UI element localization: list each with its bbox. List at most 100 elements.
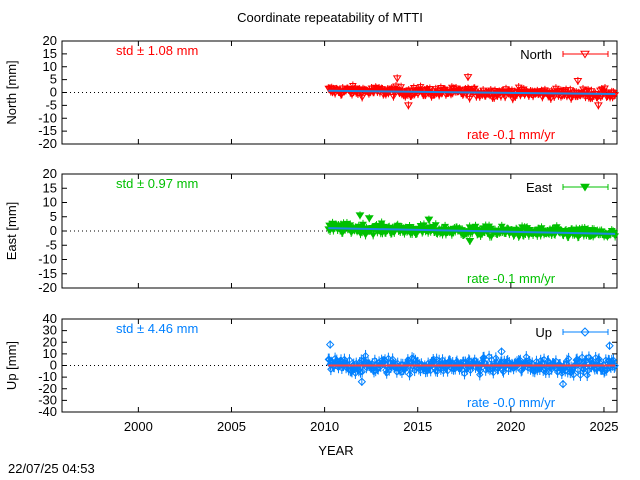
- up-data-point: [516, 356, 525, 365]
- north-outlier-point: [392, 75, 402, 83]
- up-y-tick-label: 20: [43, 334, 57, 349]
- up-data-point: [531, 367, 539, 376]
- up-y-axis-label: Up [mm]: [4, 341, 19, 390]
- up-data-point: [542, 368, 550, 376]
- north-y-tick-label: 10: [43, 59, 57, 74]
- east-data-point: [611, 233, 620, 240]
- north-outlier-point: [463, 74, 473, 82]
- x-axis-label: YEAR: [318, 443, 353, 458]
- east-y-tick-label: 15: [43, 180, 57, 195]
- north-y-tick-label: 15: [43, 46, 57, 61]
- up-rate-label: rate -0.0 mm/yr: [467, 395, 556, 410]
- up-data-point: [345, 356, 354, 364]
- north-data-point: [358, 94, 367, 101]
- up-data-point: [569, 371, 578, 379]
- up-legend-marker: [580, 327, 590, 337]
- up-data-point: [576, 371, 585, 379]
- east-data-point: [471, 223, 480, 230]
- up-data-point: [489, 368, 498, 377]
- north-y-tick-label: -15: [38, 123, 57, 138]
- east-y-tick-label: 5: [50, 209, 57, 224]
- east-data-point: [346, 222, 355, 229]
- up-data-point: [358, 368, 366, 376]
- up-data-point: [583, 371, 591, 379]
- north-data-point: [501, 94, 510, 101]
- east-data-point: [420, 222, 428, 229]
- north-outlier-point: [573, 77, 583, 86]
- north-legend-marker: [580, 50, 590, 59]
- up-data-point: [540, 355, 548, 364]
- north-trend-line: [328, 89, 616, 96]
- north-y-tick-label: 5: [50, 72, 57, 87]
- north-y-axis-label: North [mm]: [4, 60, 19, 124]
- north-y-tick-label: -10: [38, 110, 57, 125]
- up-data-point: [564, 354, 573, 363]
- up-y-tick-label: 10: [43, 346, 57, 361]
- up-data-point: [348, 367, 356, 376]
- up-data-point: [552, 357, 560, 365]
- up-data-point: [476, 370, 484, 379]
- x-tick-label: 2015: [403, 419, 432, 434]
- up-data-point: [522, 353, 531, 361]
- up-y-tick-label: -40: [38, 404, 57, 419]
- north-std-label: std ± 1.08 mm: [116, 43, 198, 58]
- up-y-tick-label: 30: [43, 323, 57, 338]
- north-data-point: [611, 92, 620, 99]
- x-axis-tick-labels: 2000 2005 2010 2015 2020 2025: [124, 419, 619, 434]
- north-data-point: [562, 87, 570, 94]
- up-data-point: [435, 356, 443, 365]
- east-data-point: [369, 232, 378, 239]
- up-outlier-point: [357, 377, 367, 386]
- north-legend-label: North: [520, 47, 552, 62]
- x-tick-label: 2020: [496, 419, 525, 434]
- up-y-tick-label: 0: [50, 358, 57, 373]
- up-std-label: std ± 4.46 mm: [116, 321, 198, 336]
- east-data-point: [359, 221, 367, 229]
- north-outlier-point: [593, 102, 603, 110]
- up-data-point: [553, 368, 562, 376]
- east-y-tick-label: -5: [45, 237, 57, 252]
- east-y-tick-label: 0: [50, 223, 57, 238]
- east-y-tick-label: 20: [43, 166, 57, 181]
- up-data-point: [381, 356, 389, 364]
- north-data-point: [601, 85, 609, 92]
- east-outlier-point: [364, 215, 374, 223]
- north-y-tick-label: 20: [43, 33, 57, 48]
- north-data-point: [490, 95, 499, 102]
- up-y-tick-label: -20: [38, 381, 57, 396]
- x-tick-label: 2025: [590, 419, 619, 434]
- up-data-point: [405, 370, 414, 379]
- up-data-point: [473, 360, 481, 368]
- x-tick-label: 2005: [217, 419, 246, 434]
- east-y-axis-label: East [mm]: [4, 202, 19, 261]
- east-outlier-point: [355, 212, 365, 220]
- up-data-point: [349, 360, 358, 369]
- up-data-point: [498, 366, 507, 374]
- up-data-point: [361, 352, 370, 360]
- up-outlier-point: [497, 347, 506, 356]
- up-outlier-point: [558, 379, 568, 389]
- east-legend-marker: [580, 183, 590, 192]
- east-y-tick-label: -15: [38, 266, 57, 281]
- up-y-tick-label: 40: [43, 311, 57, 326]
- north-outlier-point: [404, 102, 413, 110]
- up-data-point: [578, 353, 586, 361]
- up-data-point: [580, 365, 588, 373]
- east-outlier-point: [424, 216, 434, 224]
- east-data-point: [431, 222, 440, 229]
- north-data-point: [416, 84, 425, 91]
- north-data-point: [465, 95, 474, 103]
- up-data-point: [599, 361, 608, 369]
- north-data-point: [497, 93, 505, 101]
- up-y-tick-label: -10: [38, 369, 57, 384]
- north-y-tick-label: -5: [45, 97, 57, 112]
- up-data-point: [340, 355, 349, 364]
- north-data-point: [546, 96, 555, 103]
- north-y-tick-label: -20: [38, 136, 57, 151]
- up-outlier-point: [605, 341, 614, 350]
- east-legend-label: East: [526, 180, 552, 195]
- east-trend-line: [328, 227, 616, 235]
- timestamp: 22/07/25 04:53: [8, 461, 95, 476]
- north-data-point: [435, 92, 444, 99]
